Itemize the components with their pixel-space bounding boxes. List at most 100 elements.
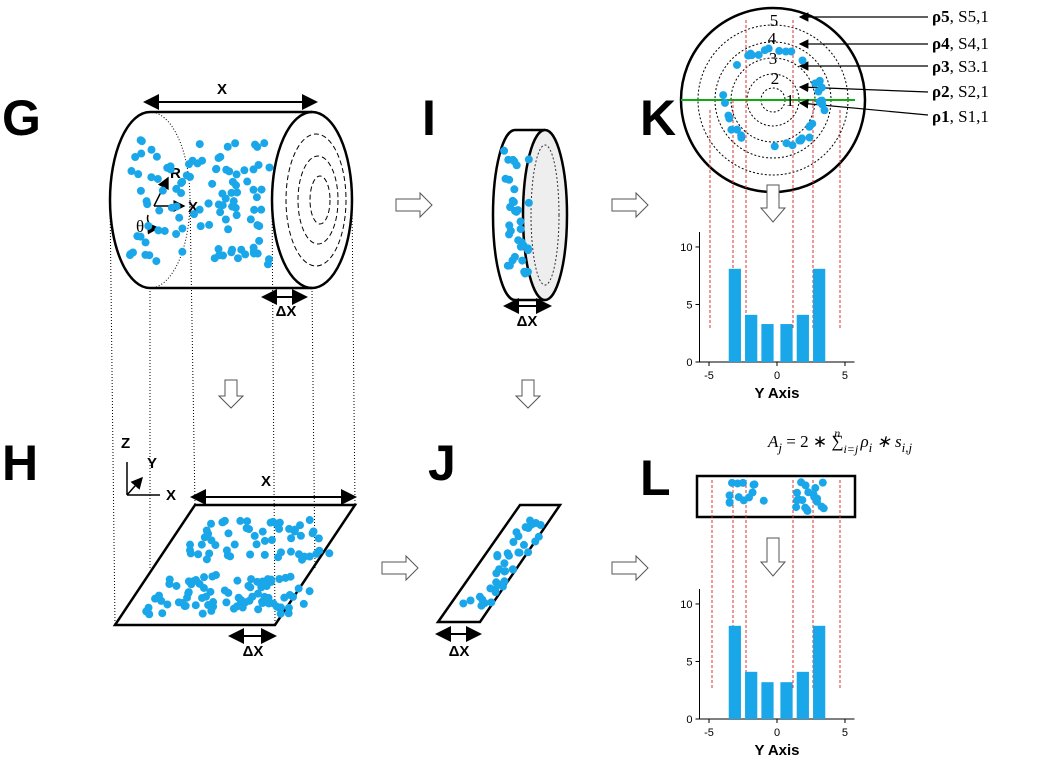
particle [524,268,532,276]
particle [517,225,525,233]
particle [212,165,220,173]
particles [126,45,828,619]
particle [251,532,259,540]
particle [818,84,826,92]
rings: 1 2 3 4 5 [681,8,928,192]
particle [315,534,323,542]
x-tick-label: 5 [842,370,848,382]
particle [733,61,741,69]
panel-k: K [640,90,676,146]
particle [196,140,204,148]
particle [207,520,215,528]
particle [280,594,288,602]
f: A [767,432,779,451]
particle [250,186,258,194]
particle [787,47,795,55]
particle [505,176,513,184]
particle [291,527,299,535]
particle [727,126,735,134]
particle [205,550,213,558]
y-tick-label: 5 [686,299,692,311]
particle [261,551,269,559]
particle [478,596,486,604]
particle [197,222,205,230]
f: ρ [856,432,868,451]
particle [218,518,226,526]
particle [517,218,525,226]
particle [189,157,197,165]
panel-letters: G H I J K L [2,90,676,506]
histogram: 0510-505Y Axis [680,589,854,759]
ring-annotation: ρ2, S2,1 [932,82,989,101]
particle [500,559,508,567]
particle [509,156,517,164]
particle [148,146,156,154]
rho: ρ3 [932,57,950,76]
particle [154,175,162,183]
particle [127,167,135,175]
particle [527,521,535,529]
particle [509,565,517,573]
bar [729,269,741,362]
particle [230,197,238,205]
particle [141,251,149,259]
particle [265,164,273,172]
particle [306,553,314,561]
particle [799,57,807,65]
rho: ρ5 [932,7,950,26]
particle [493,552,501,560]
rho: ρ1 [932,107,950,126]
particle [222,166,230,174]
particle [518,238,526,246]
particle [250,206,258,214]
particle [295,550,303,558]
particle [209,598,217,606]
x-tick-label: 0 [774,370,780,382]
slice-label: ΔX [276,303,297,320]
particle [241,250,249,258]
particle [175,598,183,606]
particle [194,550,202,558]
bar [780,324,792,362]
particle [793,489,801,497]
particle [222,598,230,606]
particle [129,249,137,257]
particle [285,609,293,617]
particle [138,137,146,145]
particle [726,491,734,499]
particle [749,489,757,497]
y-tick-label: 10 [680,242,692,254]
particle [207,607,215,615]
particle [223,546,231,554]
particle [520,541,528,549]
particle [183,594,191,602]
rho: ρ4 [932,34,950,53]
particle [172,185,180,193]
particle [192,601,200,609]
particle [185,577,193,585]
particle [263,582,271,590]
particle [287,548,295,556]
particle [793,496,801,504]
particle [250,244,258,252]
bar [761,324,773,362]
particle [802,481,810,489]
bar [813,269,825,362]
particle [137,150,145,158]
bar [780,682,792,719]
particle [804,488,812,496]
particle [804,507,812,515]
ring-annotation: ρ4, S4,1 [932,34,989,53]
x-tick-label: -5 [704,727,714,739]
particle [236,517,244,525]
particle [524,244,532,252]
panel-j: J [428,435,456,491]
particle [740,496,748,504]
figure: G H I J K L X ΔX R X θ ΔX Z Y X X ΔX ΔX … [0,0,1049,766]
particle [487,598,495,606]
particle [792,503,800,511]
f: n [834,426,840,440]
particle [137,187,145,195]
particle [775,47,783,55]
y-label: Y [147,455,157,472]
